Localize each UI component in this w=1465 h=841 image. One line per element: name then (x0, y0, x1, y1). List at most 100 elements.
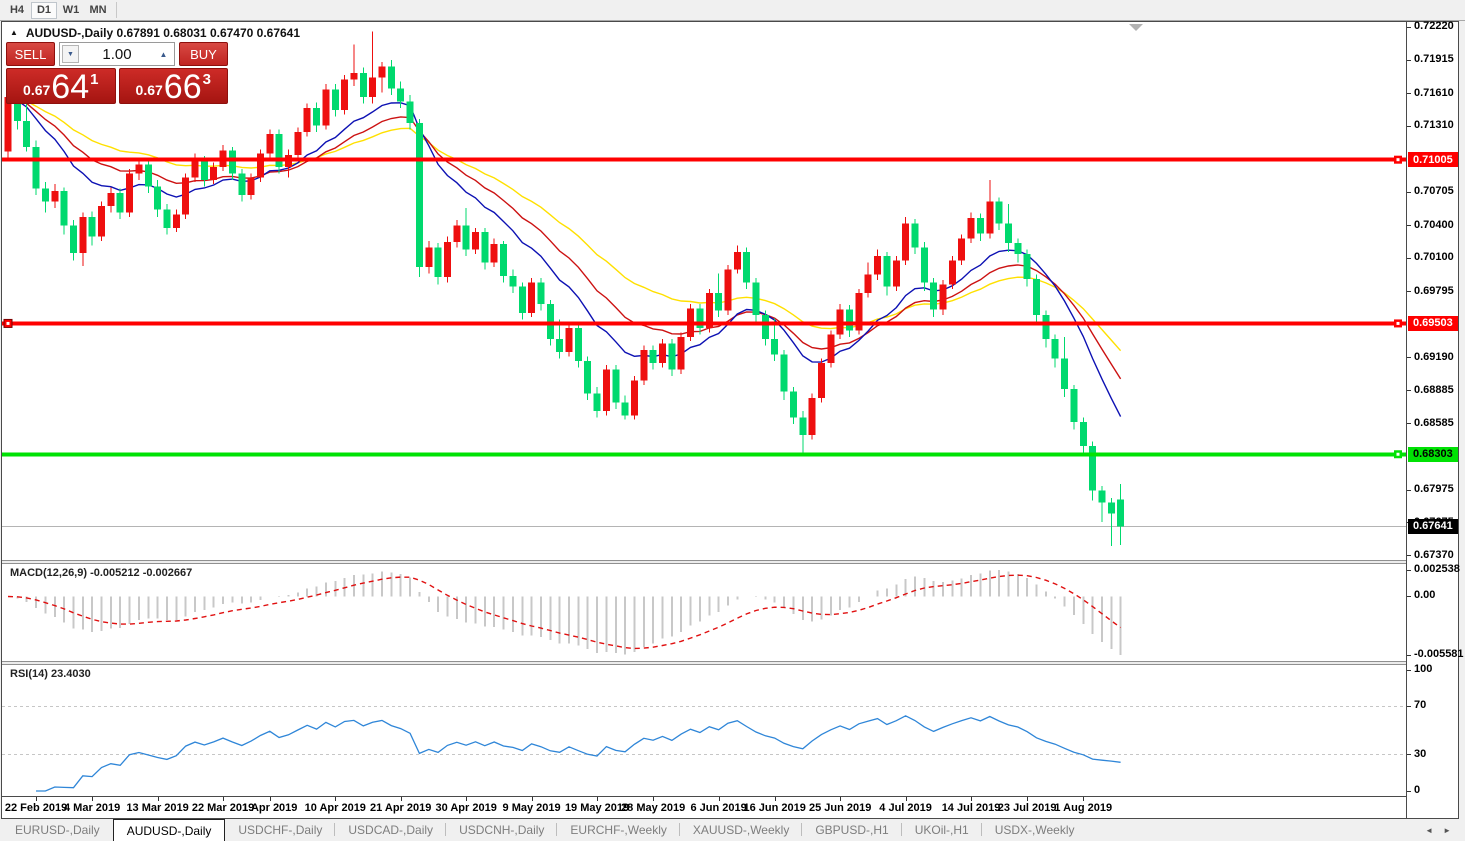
rsi-scale-label: 100 (1414, 663, 1433, 675)
panel-separator[interactable] (2, 661, 1406, 665)
tab-usdcad-daily[interactable]: USDCAD-,Daily (335, 819, 447, 841)
macd-chart[interactable] (2, 564, 1406, 661)
timeframe-button-mn[interactable]: MN (89, 4, 107, 16)
time-tick (335, 797, 337, 801)
chart-title: ▲ AUDUSD-,Daily 0.67891 0.68031 0.67470 … (10, 26, 300, 40)
macd-values: -0.005212 -0.002667 (90, 567, 193, 579)
timeframe-button-d1[interactable]: D1 (31, 1, 57, 19)
price-tick (1407, 225, 1411, 227)
timeframe-button-h4[interactable]: H4 (9, 4, 25, 16)
chart-border (1, 818, 1459, 819)
macd-label: MACD(12,26,9) -0.005212 -0.002667 (10, 567, 193, 579)
tab-divider (445, 823, 447, 836)
timeframe-button-w1[interactable]: W1 (62, 4, 80, 16)
time-tick-label: 21 Apr 2019 (370, 802, 432, 814)
time-tick-label: 30 Apr 2019 (435, 802, 497, 814)
time-tick (466, 797, 468, 801)
time-tick-label: 1 Aug 2019 (1054, 802, 1113, 814)
tab-xauusd-weekly[interactable]: XAUUSD-,Weekly (680, 819, 803, 841)
tab-divider (801, 823, 803, 836)
sell-button[interactable]: SELL (6, 42, 55, 66)
time-tick-label: 4 Jul 2019 (879, 802, 932, 814)
price-axis[interactable]: 0.72220 0.71915 0.71610 0.71310 0.70705 0.704… (1407, 20, 1464, 818)
tab-usdx-weekly[interactable]: USDX-,Weekly (994, 823, 1075, 837)
time-tick-label: 19 May 2019 (564, 802, 630, 814)
rsi-value: 23.4030 (50, 668, 91, 680)
candlestick-chart[interactable] (2, 22, 1406, 560)
buy-price-panel[interactable]: 0.67 66 3 (118, 68, 228, 104)
price-tick (1407, 423, 1411, 424)
level-price-label: 0.71005 (1408, 152, 1458, 168)
tab-audusd-daily[interactable]: AUDUSD-,Daily (112, 819, 226, 841)
macd-scale-label: -0.005581 (1414, 648, 1464, 660)
time-tick-label: 28 May 2019 (621, 802, 686, 814)
price-tick (1407, 191, 1411, 193)
tab-divider (556, 823, 558, 836)
time-tick-label: 9 May 2019 (502, 802, 561, 814)
tab-eurchf-weekly[interactable]: EURCHF-,Weekly (557, 819, 680, 841)
time-tick-label: 1 Apr 2019 (242, 802, 298, 814)
panel-separator[interactable] (2, 560, 1406, 564)
time-axis[interactable]: 22 Feb 2019 4 Mar 2019 13 Mar 2019 22 Mar 2… (2, 797, 1406, 818)
price-tick-label: 0.72220 (1414, 20, 1454, 33)
sell-price-big: 64 (51, 68, 90, 106)
price-tick-label: 0.67370 (1414, 548, 1454, 561)
price-tick-label: 0.70400 (1414, 218, 1454, 231)
macd-indicator-panel[interactable]: MACD(12,26,9) -0.005212 -0.002667 (2, 564, 1406, 661)
sell-price-prefix: 0.67 (23, 82, 51, 98)
price-tick-label: 0.71310 (1414, 119, 1454, 132)
volume-input[interactable]: ▼ 1.00 ▲ (59, 42, 175, 66)
price-axis-border (1406, 22, 1407, 818)
price-tick-label: 0.67975 (1414, 483, 1454, 495)
buy-button[interactable]: BUY (179, 42, 228, 66)
tab-scroll-arrows: ◄ ► (1425, 819, 1465, 841)
tab-divider (980, 823, 982, 836)
time-tick-label: 14 Jul 2019 (941, 802, 1001, 814)
tab-divider (678, 823, 680, 836)
tab-ukoil-h1[interactable]: UKOil-,H1 (902, 819, 982, 841)
rsi-indicator-panel[interactable]: RSI(14) 23.4030 (2, 665, 1406, 796)
time-tick (531, 797, 533, 801)
price-tick (1407, 291, 1411, 293)
time-tick (653, 797, 655, 801)
time-tick (1027, 797, 1029, 801)
tab-eurusd-daily[interactable]: EURUSD-,Daily (15, 823, 100, 837)
time-tick-label: 25 Jun 2019 (808, 802, 872, 814)
price-chart-canvas[interactable]: ▲ AUDUSD-,Daily 0.67891 0.68031 0.67470 … (2, 22, 1406, 560)
collapse-panel-icon[interactable]: ▲ (10, 28, 18, 37)
volume-dropdown-icon[interactable]: ▼ (62, 45, 79, 63)
price-tick (1407, 654, 1411, 656)
price-tick (1407, 790, 1411, 792)
sell-price-panel[interactable]: 0.67 64 1 (6, 68, 116, 104)
price-tick (1407, 390, 1411, 392)
volume-value[interactable]: 1.00 (102, 45, 132, 63)
sell-price-pip: 1 (90, 71, 99, 88)
tab-scroll-left-icon[interactable]: ◄ (1425, 825, 1434, 835)
time-tick (840, 797, 842, 801)
rsi-chart[interactable] (2, 665, 1406, 796)
tab-usdchf-daily[interactable]: USDCHF-,Daily (225, 819, 336, 841)
level-price-label: 0.69503 (1408, 315, 1458, 331)
tab-scroll-right-icon[interactable]: ► (1443, 825, 1451, 835)
time-tick (269, 797, 271, 801)
price-tick (1407, 59, 1411, 61)
volume-up-icon[interactable]: ▲ (159, 49, 168, 59)
time-tick-label: 23 Jul 2019 (997, 802, 1057, 814)
time-tick (774, 797, 776, 801)
tab-gbpusd-h1[interactable]: GBPUSD-,H1 (802, 819, 902, 841)
panel-border (2, 796, 1406, 797)
price-tick (1407, 754, 1411, 756)
time-tick (597, 797, 599, 801)
window-edge (1459, 22, 1465, 819)
time-tick (718, 797, 720, 801)
time-tick-label: 4 Mar 2019 (64, 802, 121, 814)
time-tick-label: 22 Mar 2019 (191, 802, 255, 814)
time-tick-label: 13 Mar 2019 (126, 802, 189, 814)
time-tick (1083, 797, 1085, 801)
chart-border (1, 21, 2, 819)
one-click-trade-widget: SELL ▼ 1.00 ▲ BUY 0.67 64 1 0.67 66 3 (6, 42, 228, 104)
timeframe-toolbar: H4 D1 W1 MN (0, 0, 1465, 21)
tab-usdcnh-daily[interactable]: USDCNH-,Daily (446, 819, 558, 841)
time-tick-label: 22 Feb 2019 (4, 802, 68, 814)
